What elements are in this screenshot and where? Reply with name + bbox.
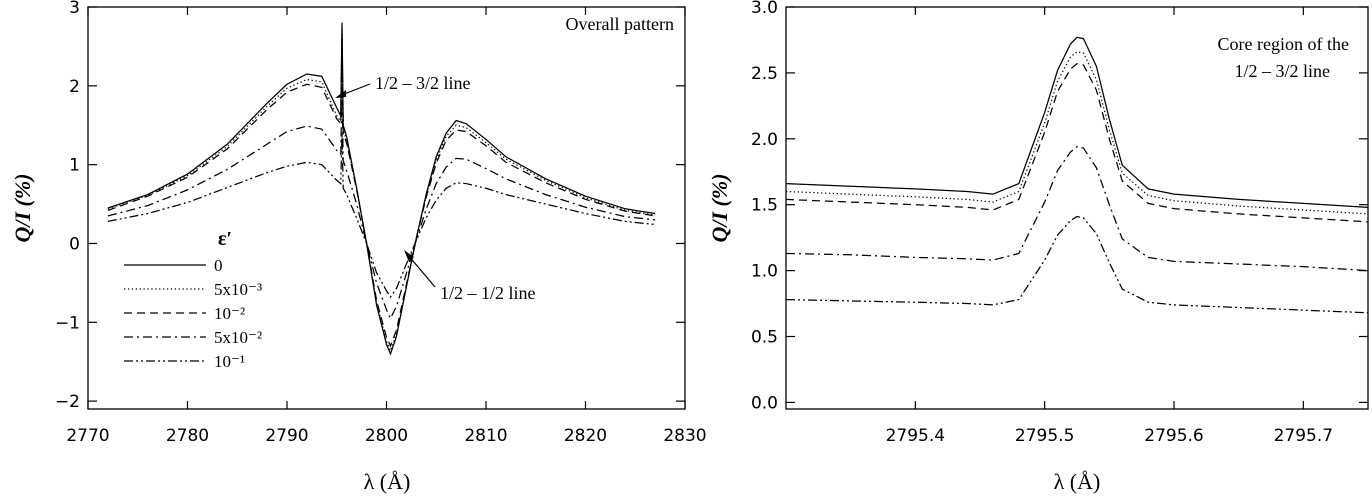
y-tick-label: −2 bbox=[55, 392, 80, 412]
left-x-axis-label: λ (Å) bbox=[364, 469, 411, 494]
y-tick-label: 0 bbox=[69, 234, 80, 254]
y-tick-label: 2.5 bbox=[751, 64, 778, 84]
right-axis-ticks: 2795.4 2795.5 2795.6 2795.7 0.0 0.5 1.0 1.5 2.0 2… bbox=[751, 0, 1368, 446]
x-tick-label: 2790 bbox=[265, 426, 308, 446]
left-y-axis-label: Q/I (%) bbox=[10, 173, 35, 242]
right-x-axis-label: λ (Å) bbox=[1054, 469, 1101, 494]
series-line-3 bbox=[107, 89, 656, 320]
series-line-0 bbox=[107, 22, 656, 356]
x-tick-label: 2770 bbox=[66, 426, 109, 446]
legend-label-3: 5x10⁻² bbox=[214, 328, 262, 347]
left-curves bbox=[107, 22, 656, 356]
right-panel-title-line2: 1/2 – 3/2 line bbox=[1235, 61, 1331, 81]
right-y-axis-label: Q/I (%) bbox=[707, 173, 732, 242]
y-tick-label: 2.0 bbox=[751, 130, 778, 150]
series-line-1 bbox=[107, 30, 656, 353]
annotation-arrow-1-2 bbox=[404, 250, 436, 288]
series-line-2 bbox=[107, 38, 656, 348]
x-tick-label: 2830 bbox=[663, 426, 706, 446]
series-line-4 bbox=[107, 133, 656, 299]
legend-label-1: 5x10⁻³ bbox=[214, 280, 262, 299]
series-line-2 bbox=[785, 63, 1369, 223]
x-tick-label: 2780 bbox=[166, 426, 209, 446]
legend-label-4: 10⁻¹ bbox=[214, 352, 245, 371]
series-line-0 bbox=[785, 36, 1369, 208]
y-tick-label: 3.0 bbox=[751, 0, 778, 18]
right-panel-title-line1: Core region of the bbox=[1218, 34, 1349, 54]
legend: ε′ 0 5x10⁻³ 10⁻² 5x10⁻² 10⁻¹ bbox=[124, 228, 262, 371]
left-axis-ticks: 2770 2780 2790 2800 2810 2820 2830 −2 −1 0 1 2 3 bbox=[55, 0, 707, 446]
y-tick-label: 1.5 bbox=[751, 196, 778, 216]
x-tick-label: 2820 bbox=[564, 426, 607, 446]
x-tick-label: 2810 bbox=[464, 426, 507, 446]
annotation-1-2-line: 1/2 – 1/2 line bbox=[440, 283, 536, 303]
x-tick-label: 2795.6 bbox=[1144, 426, 1203, 446]
legend-label-0: 0 bbox=[214, 256, 223, 275]
y-tick-label: 0.5 bbox=[751, 328, 778, 348]
annotation-3-2-line: 1/2 – 3/2 line bbox=[375, 73, 471, 93]
right-curves bbox=[785, 36, 1369, 314]
y-tick-label: −1 bbox=[55, 313, 80, 333]
x-tick-label: 2800 bbox=[365, 426, 408, 446]
x-tick-label: 2795.4 bbox=[886, 426, 945, 446]
y-tick-label: 1.0 bbox=[751, 262, 778, 282]
left-panel-title: Overall pattern bbox=[566, 14, 674, 34]
core-region-panel: 2795.4 2795.5 2795.6 2795.7 0.0 0.5 1.0 1.5 2.0 2… bbox=[707, 0, 1369, 494]
series-line-4 bbox=[785, 215, 1369, 314]
y-tick-label: 0.0 bbox=[751, 393, 778, 413]
series-line-1 bbox=[785, 51, 1369, 215]
right-plot-frame bbox=[785, 6, 1369, 410]
legend-label-2: 10⁻² bbox=[214, 304, 245, 323]
overall-pattern-panel: 2770 2780 2790 2800 2810 2820 2830 −2 −1 0 1 2 3 Ove… bbox=[10, 0, 707, 494]
y-tick-label: 1 bbox=[69, 156, 80, 176]
x-tick-label: 2795.7 bbox=[1274, 426, 1333, 446]
legend-title: ε′ bbox=[218, 228, 232, 250]
series-line-3 bbox=[785, 146, 1369, 272]
x-tick-label: 2795.5 bbox=[1015, 426, 1074, 446]
left-plot-frame bbox=[87, 6, 686, 410]
y-tick-label: 3 bbox=[69, 0, 80, 18]
annotation-arrow-3-2 bbox=[335, 83, 371, 98]
y-tick-label: 2 bbox=[69, 77, 80, 97]
